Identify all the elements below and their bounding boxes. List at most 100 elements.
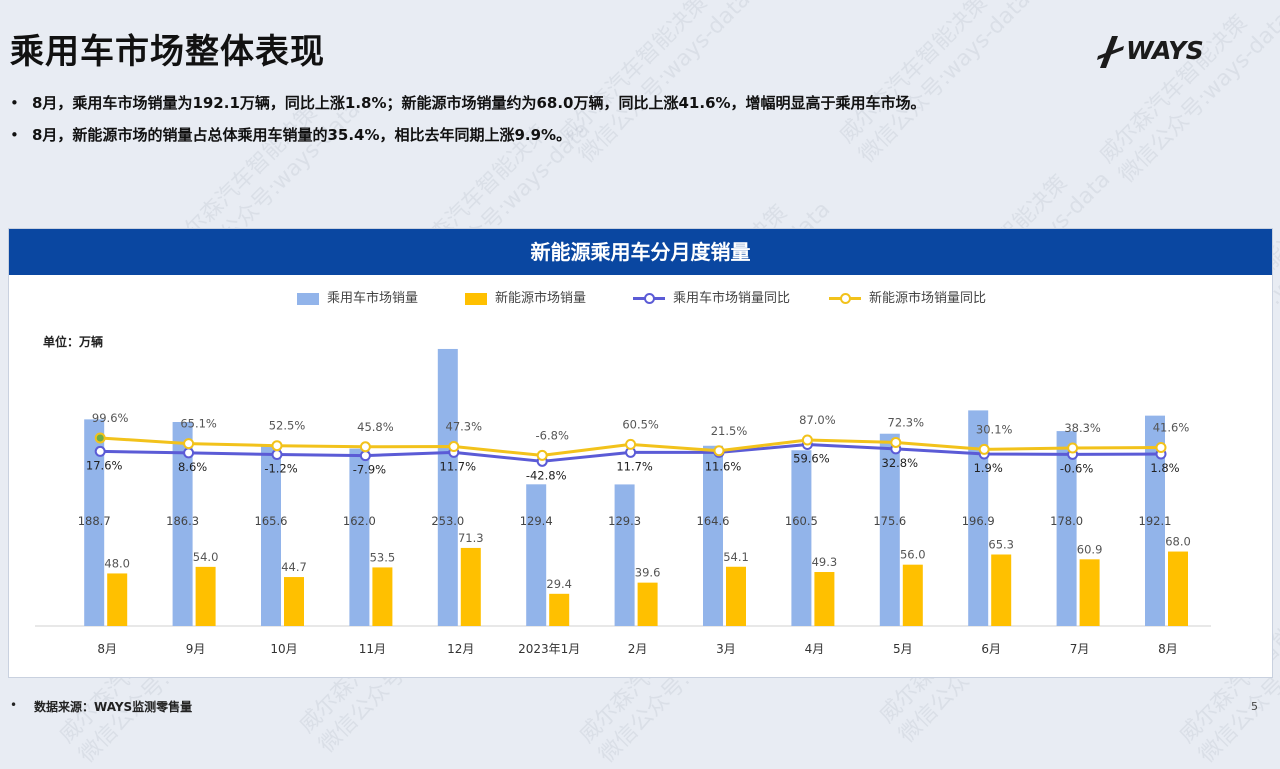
data-label-nev-sales: 48.0 xyxy=(104,556,130,570)
data-label-nev-sales: 53.5 xyxy=(370,550,396,564)
legend-marker xyxy=(644,293,655,304)
x-tick-label: 12月 xyxy=(447,642,474,656)
data-label-nev-yoy: 87.0% xyxy=(799,413,836,427)
data-label-nev-sales: 29.4 xyxy=(546,577,572,591)
bar-nev-sales xyxy=(195,566,216,626)
data-label-nev-yoy: 30.1% xyxy=(976,422,1013,436)
data-label-nev-yoy: 60.5% xyxy=(622,417,659,431)
bar-total-sales xyxy=(614,484,635,626)
point-nev-yoy xyxy=(1067,442,1079,454)
bar-nev-sales xyxy=(637,582,658,626)
page-title: 乘用车市场整体表现 xyxy=(10,32,325,72)
bar-total-sales xyxy=(261,444,281,626)
x-tick-label: 8月 xyxy=(1158,642,1178,656)
data-label-nev-yoy: 47.3% xyxy=(446,420,483,434)
point-nev-yoy xyxy=(713,445,725,457)
legend-label: 新能源市场销量同比 xyxy=(869,291,987,306)
data-label-nev-sales: 54.1 xyxy=(723,550,749,564)
bar-total-sales xyxy=(791,450,812,626)
data-label-nev-yoy: 38.3% xyxy=(1064,421,1101,435)
data-label-nev-yoy: 99.6% xyxy=(92,411,129,425)
chart-plot: 8月 188.7 48.0 9月 186.3 54.0 10月 165.6 44.7 11月 162… xyxy=(35,348,1211,656)
data-source: 数据来源：WAYS监测零售量 xyxy=(34,700,193,714)
x-tick-label: 6月 xyxy=(981,642,1001,656)
point-nev-yoy xyxy=(183,438,195,450)
chart-panel: 新能源乘用车分月度销量 乘用车市场销量 新能源市场销量 乘用车市场销量同比 新能… xyxy=(8,228,1273,678)
data-label-total-sales: 162.0 xyxy=(343,514,376,528)
data-label-total-sales: 164.6 xyxy=(697,514,730,528)
data-label-nev-sales: 68.0 xyxy=(1165,535,1191,549)
data-label-nev-yoy: 45.8% xyxy=(357,420,394,434)
data-label-total-sales: 196.9 xyxy=(962,514,995,528)
bar-nev-sales xyxy=(991,554,1012,626)
bar-nev-sales xyxy=(1168,551,1188,626)
data-label-total-sales: 178.0 xyxy=(1050,514,1083,528)
data-label-nev-yoy: -6.8% xyxy=(536,428,569,442)
data-label-total-sales: 160.5 xyxy=(785,514,818,528)
summary-bullets: 8月，乘用车市场销量为192.1万辆，同比上涨1.8%；新能源市场销量约为68.… xyxy=(10,92,926,156)
ways-logo-icon xyxy=(1097,36,1124,68)
point-nev-yoy xyxy=(448,441,460,453)
point-nev-yoy xyxy=(1155,441,1167,453)
bar-nev-sales xyxy=(284,577,304,626)
point-nev-yoy xyxy=(271,440,283,452)
data-label-nev-sales: 44.7 xyxy=(281,560,307,574)
data-label-total-sales: 253.0 xyxy=(431,514,464,528)
bar-total-sales xyxy=(84,419,105,626)
x-tick-label: 9月 xyxy=(186,642,206,656)
data-label-nev-sales: 54.0 xyxy=(193,550,219,564)
bar-nev-sales xyxy=(1079,559,1100,626)
data-label-total-sales: 129.3 xyxy=(608,514,641,528)
point-total-yoy xyxy=(271,448,283,460)
data-label-total-yoy: -0.6% xyxy=(1060,461,1093,475)
bar-nev-sales xyxy=(902,564,923,626)
point-total-yoy xyxy=(359,450,371,462)
legend-swatch xyxy=(465,293,487,305)
data-label-nev-yoy: 65.1% xyxy=(180,417,217,431)
x-tick-label: 7月 xyxy=(1070,642,1090,656)
data-label-total-yoy: 17.6% xyxy=(86,458,123,472)
point-nev-yoy xyxy=(890,436,902,448)
unit-label: 单位：万辆 xyxy=(43,335,104,349)
data-label-total-yoy: 11.7% xyxy=(616,459,653,473)
data-label-nev-sales: 39.6 xyxy=(635,566,661,580)
data-label-nev-yoy: 21.5% xyxy=(711,424,748,438)
data-label-nev-sales: 60.9 xyxy=(1077,542,1103,556)
legend-label: 乘用车市场销量同比 xyxy=(673,291,791,306)
data-label-total-yoy: -42.8% xyxy=(526,468,567,482)
bar-total-sales xyxy=(968,410,989,626)
data-label-nev-yoy: 41.6% xyxy=(1153,420,1190,434)
data-label-total-sales: 175.6 xyxy=(873,514,906,528)
point-nev-yoy xyxy=(625,438,637,450)
data-label-total-yoy: 8.6% xyxy=(178,460,207,474)
x-tick-label: 8月 xyxy=(97,642,117,656)
legend-swatch xyxy=(297,293,319,305)
data-label-total-yoy: 59.6% xyxy=(793,452,830,466)
legend-label: 乘用车市场销量 xyxy=(327,291,419,306)
data-label-total-sales: 129.4 xyxy=(520,514,553,528)
ways-logo: WAYS xyxy=(1096,34,1216,74)
chart-title: 新能源乘用车分月度销量 xyxy=(9,229,1272,275)
data-label-total-yoy: 1.8% xyxy=(1150,461,1179,475)
bar-total-sales xyxy=(1145,415,1165,626)
bar-total-sales xyxy=(703,445,723,626)
bar-nev-sales xyxy=(549,593,570,626)
x-tick-label: 10月 xyxy=(270,642,297,656)
legend-label: 新能源市场销量 xyxy=(495,291,587,306)
point-nev-yoy xyxy=(801,434,813,446)
bar-total-sales xyxy=(349,448,370,626)
logo-text: WAYS xyxy=(1126,36,1204,65)
x-tick-label: 3月 xyxy=(716,642,736,656)
bar-total-sales xyxy=(879,433,900,626)
data-label-total-yoy: 11.6% xyxy=(705,459,742,473)
legend-marker xyxy=(840,293,851,304)
chart-legend: 乘用车市场销量 新能源市场销量 乘用车市场销量同比 新能源市场销量同比 xyxy=(9,287,1272,311)
point-nev-yoy xyxy=(978,443,990,455)
data-label-nev-sales: 49.3 xyxy=(812,555,838,569)
point-nev-yoy xyxy=(359,441,371,453)
data-label-total-sales: 188.7 xyxy=(78,514,111,528)
bar-total-sales xyxy=(437,348,458,626)
footer-bullet: • xyxy=(10,698,18,712)
data-label-total-yoy: -1.2% xyxy=(264,461,297,475)
bar-nev-sales xyxy=(814,572,835,626)
